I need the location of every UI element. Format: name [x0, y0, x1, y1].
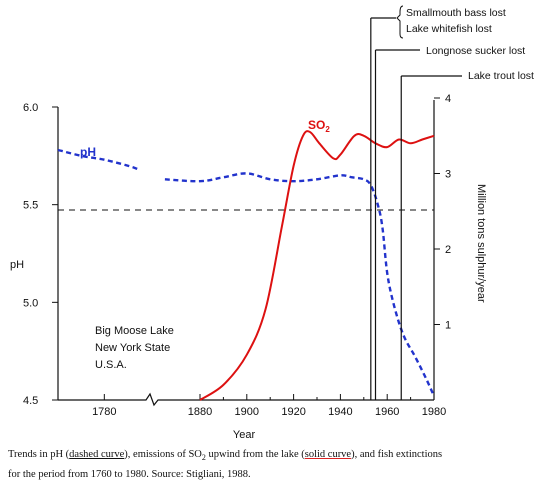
caption-text-1: Trends in pH (: [8, 449, 70, 460]
caption-dashed-curve: dashed curve: [69, 449, 125, 460]
y-right-tick-label: 4: [445, 93, 451, 105]
caption-line-2: for the period from 1760 to 1980. Source…: [8, 469, 251, 481]
annotation-line-2: New York State: [95, 342, 170, 354]
y-left-tick-label: 4.5: [23, 395, 38, 407]
x-ticks: 1780 1880 1900 1920 1940 1960 1980: [92, 394, 446, 418]
x-tick-label: 1980: [422, 406, 446, 418]
caption-text-3: upwind from the lake (: [205, 449, 305, 460]
x-tick-label: 1900: [235, 406, 259, 418]
y-right-label: Million tons sulphur/year: [475, 184, 487, 303]
x-tick-label: 1920: [281, 406, 305, 418]
y-left-tick-label: 6.0: [23, 102, 38, 114]
event-brace: [396, 5, 404, 39]
so2-series-line: [199, 130, 435, 401]
x-tick-label: 1940: [328, 406, 352, 418]
event-label: Smallmouth bass lost: [406, 7, 506, 19]
y-left-tick-label: 5.0: [23, 297, 38, 309]
caption-text-4: ), and fish extinctions: [351, 449, 443, 460]
chart: 6.0 5.5 5.0 4.5 4 3 2 1 1780 1880 1900 1920 1940 19…: [10, 5, 534, 440]
annotation-line-1: Big Moose Lake: [95, 325, 174, 337]
caption-solid-curve: solid curve: [304, 449, 352, 460]
right-ticks: 4 3 2 1: [434, 93, 451, 332]
x-tick-label: 1960: [375, 406, 399, 418]
caption-subscript: 2: [201, 453, 206, 463]
y-right-tick-label: 1: [445, 320, 451, 332]
x-tick-label: 1880: [188, 406, 212, 418]
x-label: Year: [233, 429, 256, 440]
ph-series-line-1: [57, 148, 140, 171]
x-tick-label: 1780: [92, 406, 116, 418]
ph-series-line-2: [164, 172, 436, 397]
figure-caption: Trends in pH (dashed curve), emissions o…: [8, 446, 544, 483]
y-left-tick-label: 5.5: [23, 200, 38, 212]
left-ticks: 6.0 5.5 5.0 4.5: [23, 102, 58, 407]
event-label: Lake whitefish lost: [406, 23, 492, 35]
events-layer: Smallmouth bass lost Lake whitefish lost L…: [370, 5, 534, 400]
location-annotation: Big Moose Lake New York State U.S.A.: [95, 325, 177, 371]
event-label: Longnose sucker lost: [426, 45, 525, 57]
event-label: Lake trout lost: [468, 70, 534, 82]
series-layer: [57, 130, 436, 401]
y-left-label: pH: [10, 259, 24, 271]
ph-series-label: pH: [80, 145, 96, 159]
caption-text-2: ), emissions of SO: [124, 449, 202, 460]
annotation-line-3: U.S.A.: [95, 359, 127, 371]
so2-series-label: SO2: [308, 118, 330, 134]
y-right-tick-label: 2: [445, 244, 451, 256]
bottom-axis: [58, 392, 434, 407]
y-right-tick-label: 3: [445, 169, 451, 181]
